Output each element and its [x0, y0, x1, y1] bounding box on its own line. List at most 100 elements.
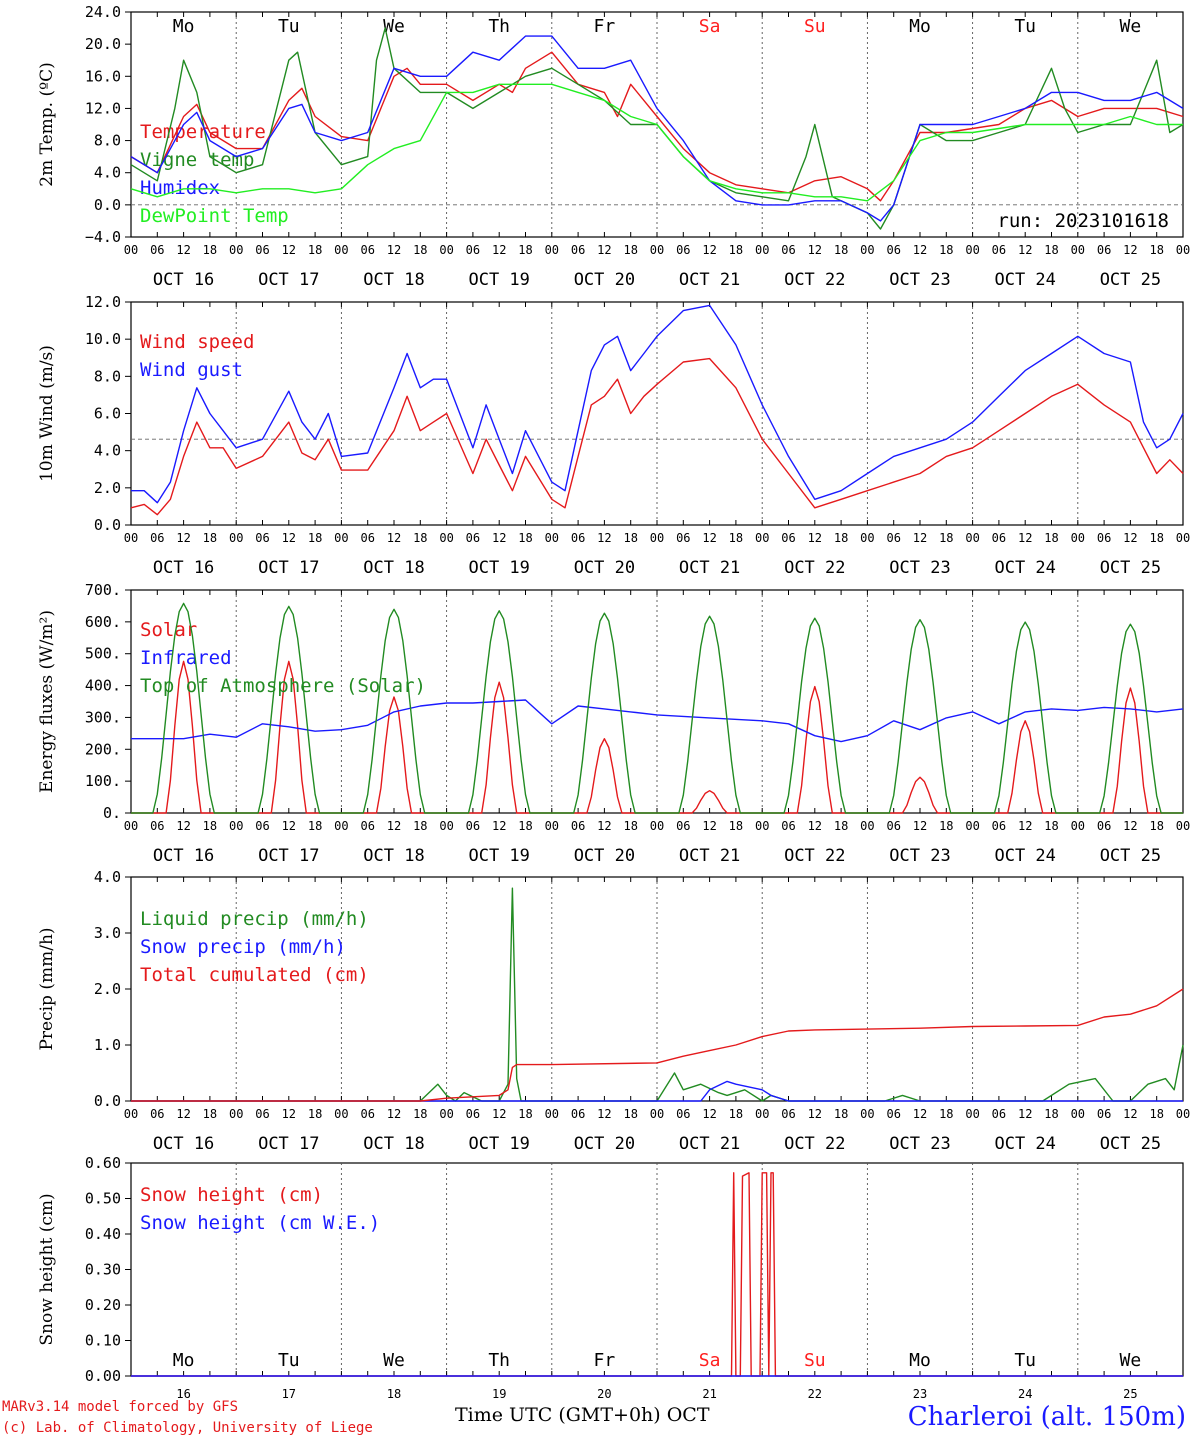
- weekday-label: Tu: [278, 1350, 300, 1371]
- x-hour-label: 00: [860, 531, 874, 545]
- x-hour-label: 00: [545, 243, 559, 257]
- x-hour-label: 12: [387, 819, 401, 833]
- y-tick-label: −4.0: [85, 228, 121, 246]
- x-hour-label: 12: [1123, 531, 1137, 545]
- x-hour-label: 12: [808, 1107, 822, 1121]
- date-label: OCT 18: [363, 846, 424, 866]
- x-hour-label: 00: [1176, 531, 1190, 545]
- x-hour-label: 18: [834, 243, 848, 257]
- y-tick-label: 0.0: [94, 196, 121, 214]
- date-label: OCT 25: [1100, 1134, 1161, 1154]
- legend-entry: Liquid precip (mm/h): [140, 908, 369, 930]
- date-label: OCT 21: [679, 558, 740, 578]
- x-hour-label: 18: [518, 1107, 532, 1121]
- date-label: 19: [492, 1387, 506, 1401]
- x-hour-label: 18: [518, 531, 532, 545]
- weekday-label: Mo: [909, 1350, 931, 1371]
- x-hour-label: 18: [1044, 819, 1058, 833]
- panel-3: 700. 600. 500. 400. 300. 200. 100. 0. Energy flu…: [37, 581, 1190, 866]
- x-hour-label: 18: [308, 819, 322, 833]
- x-hour-label: 06: [255, 819, 269, 833]
- y-tick-label: 12.0: [85, 99, 121, 117]
- legend-entry: Wind speed: [140, 331, 254, 353]
- date-label: OCT 23: [889, 270, 950, 290]
- x-hour-label: 06: [886, 243, 900, 257]
- x-hour-label: 06: [150, 531, 164, 545]
- x-hour-label: 00: [755, 1107, 769, 1121]
- x-hour-label: 18: [623, 243, 637, 257]
- x-hour-label: 06: [466, 243, 480, 257]
- date-label: OCT 16: [153, 1134, 214, 1154]
- weekday-label: We: [383, 1350, 405, 1371]
- x-hour-label: 00: [439, 243, 453, 257]
- y-tick-label: 0.20: [85, 1296, 121, 1314]
- x-hour-label: 18: [623, 1107, 637, 1121]
- x-hour-label: 12: [387, 531, 401, 545]
- x-hour-label: 06: [255, 243, 269, 257]
- x-hour-label: 06: [1097, 819, 1111, 833]
- panel-1: 24.0 20.0 16.0 12.0 8.0 4.0 0.0 −4.0 2m Temp. (º…: [37, 3, 1190, 290]
- x-hour-label: 00: [439, 1107, 453, 1121]
- date-label: 25: [1123, 1387, 1137, 1401]
- y-tick-label: 700.: [85, 581, 121, 599]
- x-hour-label: 18: [413, 819, 427, 833]
- date-label: OCT 19: [468, 558, 529, 578]
- x-hour-label: 18: [1149, 819, 1163, 833]
- x-hour-label: 12: [702, 531, 716, 545]
- y-tick-label: 1.0: [94, 1036, 121, 1054]
- x-hour-label: 00: [860, 243, 874, 257]
- x-hour-label: 18: [1044, 531, 1058, 545]
- weekday-label: Su: [804, 1350, 826, 1371]
- x-hour-label: 12: [702, 243, 716, 257]
- x-hour-label: 12: [1018, 819, 1032, 833]
- x-hour-label: 06: [360, 1107, 374, 1121]
- x-hour-label: 00: [650, 819, 664, 833]
- date-label: 16: [176, 1387, 190, 1401]
- date-label: OCT 24: [994, 846, 1055, 866]
- weekday-label: We: [1120, 16, 1142, 37]
- legend-entry: DewPoint Temp: [140, 205, 289, 227]
- y-tick-label: 20.0: [85, 35, 121, 53]
- x-hour-label: 06: [150, 819, 164, 833]
- credit-lab: (c) Lab. of Climatology, University of L…: [2, 1420, 373, 1436]
- date-label: OCT 24: [994, 558, 1055, 578]
- y-tick-label: 4.0: [94, 868, 121, 886]
- y-tick-label: 8.0: [94, 367, 121, 385]
- x-hour-label: 18: [939, 819, 953, 833]
- x-hour-label: 18: [834, 819, 848, 833]
- legend-entry: Snow height (cm): [140, 1184, 323, 1206]
- x-hour-label: 00: [1071, 243, 1085, 257]
- x-hour-label: 06: [360, 531, 374, 545]
- weekday-label: We: [1120, 1350, 1142, 1371]
- x-hour-label: 18: [1044, 243, 1058, 257]
- x-hour-label: 06: [150, 243, 164, 257]
- x-hour-label: 06: [360, 819, 374, 833]
- x-hour-label: 18: [413, 1107, 427, 1121]
- weekday-label: Sa: [699, 1350, 721, 1371]
- x-hour-label: 00: [860, 819, 874, 833]
- date-label: OCT 19: [468, 270, 529, 290]
- x-hour-label: 00: [124, 243, 138, 257]
- y-tick-label: 3.0: [94, 924, 121, 942]
- date-label: OCT 22: [784, 558, 845, 578]
- x-hour-label: 18: [203, 1107, 217, 1121]
- y-axis-title: Precip (mm/h): [37, 927, 57, 1050]
- x-hour-label: 06: [992, 1107, 1006, 1121]
- x-hour-label: 06: [255, 1107, 269, 1121]
- x-hour-label: 18: [729, 531, 743, 545]
- legend-entry: Wind gust: [140, 359, 243, 381]
- date-label: 24: [1018, 1387, 1032, 1401]
- date-label: OCT 22: [784, 846, 845, 866]
- date-label: OCT 20: [574, 270, 635, 290]
- weekday-label: Mo: [173, 16, 195, 37]
- x-hour-label: 12: [597, 819, 611, 833]
- x-hour-label: 06: [676, 1107, 690, 1121]
- x-hour-label: 00: [334, 819, 348, 833]
- x-hour-label: 18: [623, 531, 637, 545]
- x-hour-label: 12: [913, 819, 927, 833]
- y-tick-label: 0.0: [94, 1092, 121, 1110]
- date-label: OCT 16: [153, 270, 214, 290]
- x-hour-label: 06: [886, 531, 900, 545]
- weekday-label: Tu: [1014, 1350, 1036, 1371]
